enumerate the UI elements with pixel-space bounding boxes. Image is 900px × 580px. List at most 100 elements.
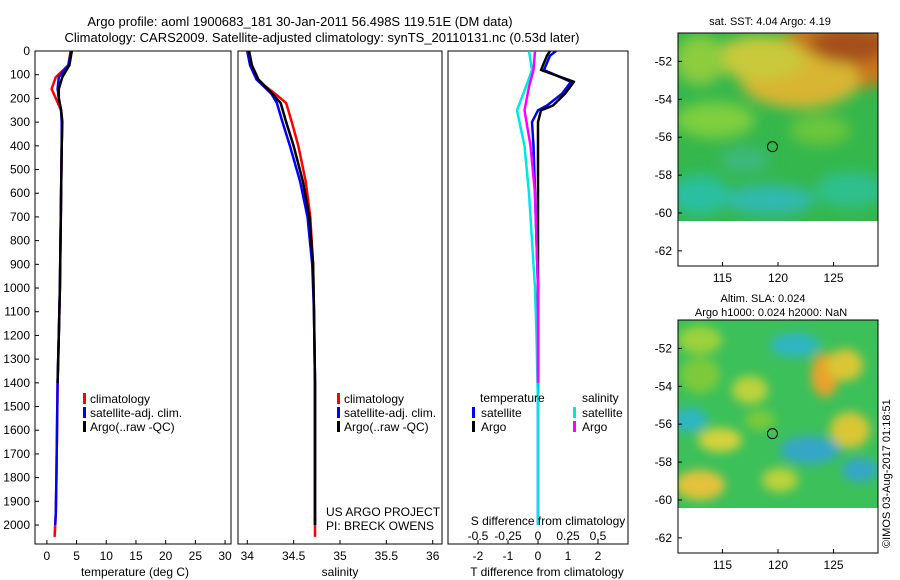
depth-tick-label: 700 bbox=[10, 210, 30, 224]
sst-float-position-marker bbox=[766, 141, 778, 153]
depth-tick-label: 1900 bbox=[3, 494, 30, 508]
depth-tick-label: 1400 bbox=[3, 376, 30, 390]
legend-label-s-satellite: satellite bbox=[582, 406, 623, 420]
x-tick-label: 30 bbox=[218, 549, 232, 563]
lon-tick-label: 115 bbox=[713, 558, 732, 572]
lat-tick-label: -60 bbox=[655, 493, 673, 507]
legend-swatch-s-satellite bbox=[573, 407, 576, 418]
sla-float-position-marker bbox=[766, 428, 778, 440]
x-tick-label: 34 bbox=[241, 549, 255, 563]
salinity-diff-tick-labels: -0.5 -0.25 0 0.25 0.5 bbox=[468, 529, 607, 543]
difference-top-xlabel: S difference from climatology bbox=[471, 514, 626, 528]
depth-tick-label: 1200 bbox=[3, 328, 30, 342]
legend-label-satellite: satellite-adj. clim. bbox=[90, 406, 182, 420]
depth-tick-label: 300 bbox=[10, 115, 30, 129]
legend-swatch-argo bbox=[83, 421, 86, 432]
lat-tick-label: -56 bbox=[655, 417, 673, 431]
x-tick-label: 0 bbox=[535, 549, 542, 563]
legend-swatch-satellite bbox=[83, 407, 86, 418]
profile-line-salinity-argo bbox=[523, 51, 540, 383]
legend-label-climatology: climatology bbox=[90, 392, 150, 406]
depth-tick-label: 0 bbox=[23, 44, 30, 58]
lat-tick-label: -58 bbox=[655, 455, 673, 469]
depth-tick-label: 200 bbox=[10, 91, 30, 105]
depth-tick-label: 1500 bbox=[3, 400, 30, 414]
temperature-axis: 0 5 10 15 20 25 30 bbox=[44, 540, 232, 563]
difference-axis: -2 -1 0 1 2 bbox=[473, 540, 602, 563]
depth-tick-label: 2000 bbox=[3, 518, 30, 532]
lat-tick-label: -58 bbox=[655, 168, 673, 182]
salinity-profiles bbox=[246, 51, 317, 537]
profile-line-temperature-argo bbox=[536, 51, 576, 383]
temperature-plot-frame bbox=[34, 50, 232, 545]
profile-line-salinity-satellite bbox=[515, 51, 540, 525]
x-tick-label: 35.5 bbox=[375, 549, 399, 563]
salinity-plot-frame bbox=[237, 50, 443, 545]
temperature-panel: 0100200300400500600700800900100011001200… bbox=[3, 44, 232, 579]
legend-swatch-climatology bbox=[337, 393, 340, 404]
difference-profiles bbox=[515, 51, 576, 525]
depth-tick-label: 1800 bbox=[3, 471, 30, 485]
profile-line-argo-raw-qc bbox=[247, 51, 317, 525]
x-tick-label: -1 bbox=[503, 549, 514, 563]
lon-tick-label: 125 bbox=[824, 271, 844, 285]
sla-map-title-line2: Argo h1000: 0.024 h2000: NaN bbox=[695, 307, 847, 319]
x-tick-label: 35 bbox=[333, 549, 347, 563]
sla-map-panel: Altim. SLA: 0.024 Argo h1000: 0.024 h200… bbox=[655, 293, 879, 572]
lat-tick-label: -54 bbox=[655, 92, 673, 106]
difference-panel: -2 -1 0 1 2 S difference from climatology -0… bbox=[447, 50, 629, 579]
x-tick-label: 34.5 bbox=[282, 549, 306, 563]
lon-tick-label: 120 bbox=[768, 271, 788, 285]
depth-tick-label: 500 bbox=[10, 163, 30, 177]
sla-map-axes: 115 120 125 -52 -54 -56 -58 -60 -62 bbox=[655, 341, 844, 572]
depth-axis: 0 100 200 300 400 500 600 700 800 900 1000 1100 1200… bbox=[3, 44, 39, 532]
depth-tick-label: 1300 bbox=[3, 352, 30, 366]
x-tick-label: 0 bbox=[44, 549, 51, 563]
depth-tick-label: 100 bbox=[10, 68, 30, 82]
difference-xlabel: T difference from climatology bbox=[470, 565, 624, 579]
legend-label-climatology: climatology bbox=[344, 392, 404, 406]
x-tick-label: 1 bbox=[565, 549, 572, 563]
sst-map-title: sat. SST: 4.04 Argo: 4.19 bbox=[709, 16, 831, 28]
legend-swatch-argo bbox=[337, 421, 340, 432]
depth-tick-label: 1700 bbox=[3, 447, 30, 461]
sla-map-field bbox=[678, 320, 878, 553]
depth-tick-label: 400 bbox=[10, 139, 30, 153]
legend-heading-salinity: salinity bbox=[582, 391, 619, 405]
pi-text: PI: BRECK OWENS bbox=[326, 519, 434, 533]
temperature-xlabel: temperature (deg C) bbox=[81, 565, 189, 579]
legend-swatch-t-argo bbox=[472, 421, 475, 432]
watermark: ©IMOS 03-Aug-2017 01:18:51 bbox=[881, 399, 893, 548]
lat-tick-label: -62 bbox=[655, 531, 673, 545]
lat-tick-label: -56 bbox=[655, 130, 673, 144]
lon-tick-label: 125 bbox=[824, 558, 844, 572]
sst-map-field bbox=[678, 33, 878, 266]
s-diff-tick-label: 0.5 bbox=[590, 529, 607, 543]
legend-label-argo: Argo(..raw -QC) bbox=[344, 420, 429, 434]
temperature-legend: climatology satellite-adj. clim. Argo(..… bbox=[83, 392, 182, 434]
x-tick-label: 10 bbox=[100, 549, 114, 563]
sst-map-panel: sat. SST: 4.04 Argo: 4.19 115 120 125 -52 -5… bbox=[655, 16, 879, 285]
figure-title-line1: Argo profile: aoml 1900683_181 30-Jan-20… bbox=[87, 14, 512, 29]
figure-title-line2: Climatology: CARS2009. Satellite-adjuste… bbox=[65, 30, 580, 45]
depth-tick-label: 600 bbox=[10, 186, 30, 200]
depth-tick-label: 800 bbox=[10, 234, 30, 248]
x-tick-label: 25 bbox=[189, 549, 203, 563]
depth-tick-label: 1100 bbox=[4, 305, 30, 319]
legend-swatch-climatology bbox=[83, 393, 86, 404]
difference-legend: temperature satellite Argo salinity sate… bbox=[472, 391, 623, 434]
legend-label-t-argo: Argo bbox=[481, 420, 507, 434]
lat-tick-label: -62 bbox=[655, 244, 673, 258]
profile-line-argo-raw-qc bbox=[56, 51, 74, 383]
x-tick-label: 20 bbox=[159, 549, 173, 563]
legend-label-s-argo: Argo bbox=[582, 420, 608, 434]
salinity-panel: 34 34.5 35 35.5 36 salinity climatology sate… bbox=[237, 50, 443, 579]
legend-label-t-satellite: satellite bbox=[481, 406, 522, 420]
x-tick-label: 2 bbox=[595, 549, 602, 563]
x-tick-label: 36 bbox=[426, 549, 440, 563]
sst-map-axes: 115 120 125 -52 -54 -56 -58 -60 -62 bbox=[655, 54, 844, 285]
s-diff-tick-label: 0.25 bbox=[556, 529, 580, 543]
legend-label-argo: Argo(..raw -QC) bbox=[90, 420, 175, 434]
legend-heading-temperature: temperature bbox=[480, 391, 545, 405]
